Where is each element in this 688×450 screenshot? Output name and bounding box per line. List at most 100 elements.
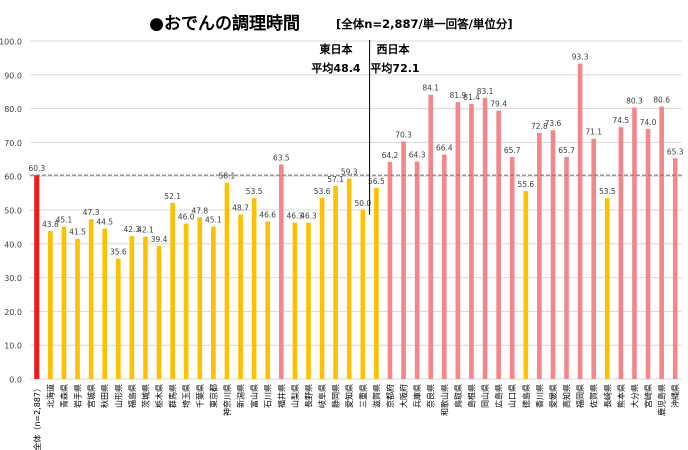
bar <box>183 223 189 379</box>
y-tick-label: 50.0 <box>4 207 22 216</box>
bar <box>428 94 434 379</box>
y-tick-label: 20.0 <box>4 308 22 317</box>
bar <box>374 188 379 379</box>
bar <box>306 222 311 379</box>
value-label: 42.3 <box>124 225 141 234</box>
value-label: 58.1 <box>219 172 236 181</box>
bar <box>224 182 230 379</box>
x-tick-label: 佐賀県 <box>589 384 599 408</box>
value-label: 45.1 <box>205 216 222 225</box>
value-label: 47.3 <box>83 208 100 217</box>
value-label: 83.1 <box>477 87 494 96</box>
x-tick-label: 和歌山県 <box>439 384 449 416</box>
x-tick-label: 静岡県 <box>331 384 341 408</box>
value-label: 66.4 <box>436 144 453 153</box>
value-label: 46.3 <box>300 212 317 221</box>
bar <box>75 238 80 379</box>
bar <box>577 63 583 380</box>
value-label: 59.3 <box>341 168 358 177</box>
value-label: 44.5 <box>96 218 113 227</box>
x-tick-label: 熊本県 <box>616 384 626 408</box>
value-label: 64.3 <box>409 151 426 160</box>
y-tick-label: 0.0 <box>9 376 22 385</box>
x-tick-label: 岩手県 <box>73 384 83 408</box>
bar <box>672 158 678 379</box>
x-tick-label: 大阪府 <box>399 384 409 408</box>
bar <box>278 164 284 379</box>
value-label: 65.7 <box>504 146 521 155</box>
east-japan-label: 東日本 <box>320 42 353 56</box>
bars <box>34 63 678 380</box>
x-tick-label: 長野県 <box>304 384 313 408</box>
x-tick-label: 岐阜県 <box>317 384 327 408</box>
bar <box>469 103 474 380</box>
value-label: 48.7 <box>232 203 249 212</box>
bar <box>441 154 447 379</box>
x-tick-label: 千葉県 <box>195 384 205 408</box>
x-tick-label: 茨城県 <box>140 384 150 408</box>
x-tick-label: 愛知県 <box>344 384 354 408</box>
y-tick-label: 100.0 <box>0 38 22 47</box>
value-label: 53.6 <box>314 187 331 196</box>
value-label: 45.1 <box>56 216 73 225</box>
x-tick-label: 北海道 <box>45 384 55 408</box>
gridlines <box>30 40 682 380</box>
bar <box>455 102 461 379</box>
x-tick-label: 山梨県 <box>290 384 300 408</box>
bar <box>265 221 271 379</box>
bar <box>659 106 664 380</box>
y-axis-ticks: 0.0 10.0 20.0 30.0 40.0 50.0 60.0 70.0 80.0 90.0 1… <box>0 38 22 385</box>
value-label: 64.2 <box>382 151 399 160</box>
x-tick-label: 福岡県 <box>576 384 585 408</box>
bar <box>591 138 597 379</box>
value-label: 80.6 <box>653 96 670 105</box>
value-label: 56.5 <box>368 177 385 186</box>
y-tick-label: 80.0 <box>4 105 22 114</box>
x-tick-label: 高知県 <box>562 384 572 408</box>
bar <box>129 236 135 379</box>
y-tick-label: 70.0 <box>4 139 22 148</box>
x-tick-label: 島根県 <box>466 384 476 408</box>
bar <box>156 245 162 379</box>
value-label: 72.8 <box>531 122 548 131</box>
bar <box>170 202 175 379</box>
y-tick-label: 40.0 <box>4 240 22 249</box>
bar <box>632 107 637 379</box>
x-tick-label: 岡山県 <box>480 384 490 408</box>
value-label: 73.6 <box>545 119 562 128</box>
x-tick-label: 神奈川県 <box>222 384 232 416</box>
bar <box>550 130 556 379</box>
bar <box>292 222 298 379</box>
x-tick-label: 広島県 <box>494 384 504 408</box>
bar <box>238 214 243 379</box>
value-label: 93.3 <box>572 53 589 62</box>
value-label: 52.1 <box>164 192 181 201</box>
bar <box>645 128 651 379</box>
x-tick-label: 沖縄県 <box>670 384 680 408</box>
value-label: 74.5 <box>613 116 630 125</box>
x-tick-label: 新潟県 <box>236 384 246 408</box>
bar <box>34 175 40 379</box>
x-tick-label: 青森県 <box>59 384 69 408</box>
bar <box>251 198 257 379</box>
chart-subtitle: [全体n=2,887/単一回答/単位分] <box>336 17 513 31</box>
bar <box>88 219 94 379</box>
value-label: 84.1 <box>422 84 439 93</box>
x-tick-label: 山形県 <box>113 384 123 408</box>
value-label: 74.0 <box>640 118 657 127</box>
value-label: 35.6 <box>110 248 127 257</box>
x-tick-label: 秋田県 <box>100 384 110 408</box>
bar <box>414 161 420 379</box>
bar <box>618 127 624 379</box>
bar <box>61 226 67 379</box>
x-tick-label: 宮城県 <box>86 384 96 408</box>
x-tick-label: 宮崎県 <box>643 384 653 408</box>
value-label: 81.4 <box>463 93 480 102</box>
x-tick-label: 三重県 <box>358 384 368 408</box>
x-tick-label: 愛媛県 <box>548 384 558 408</box>
x-tick-label: 鳥取県 <box>453 384 463 408</box>
value-label: 63.5 <box>273 153 290 162</box>
value-label: 81.9 <box>450 91 467 100</box>
value-label: 41.5 <box>69 228 86 237</box>
